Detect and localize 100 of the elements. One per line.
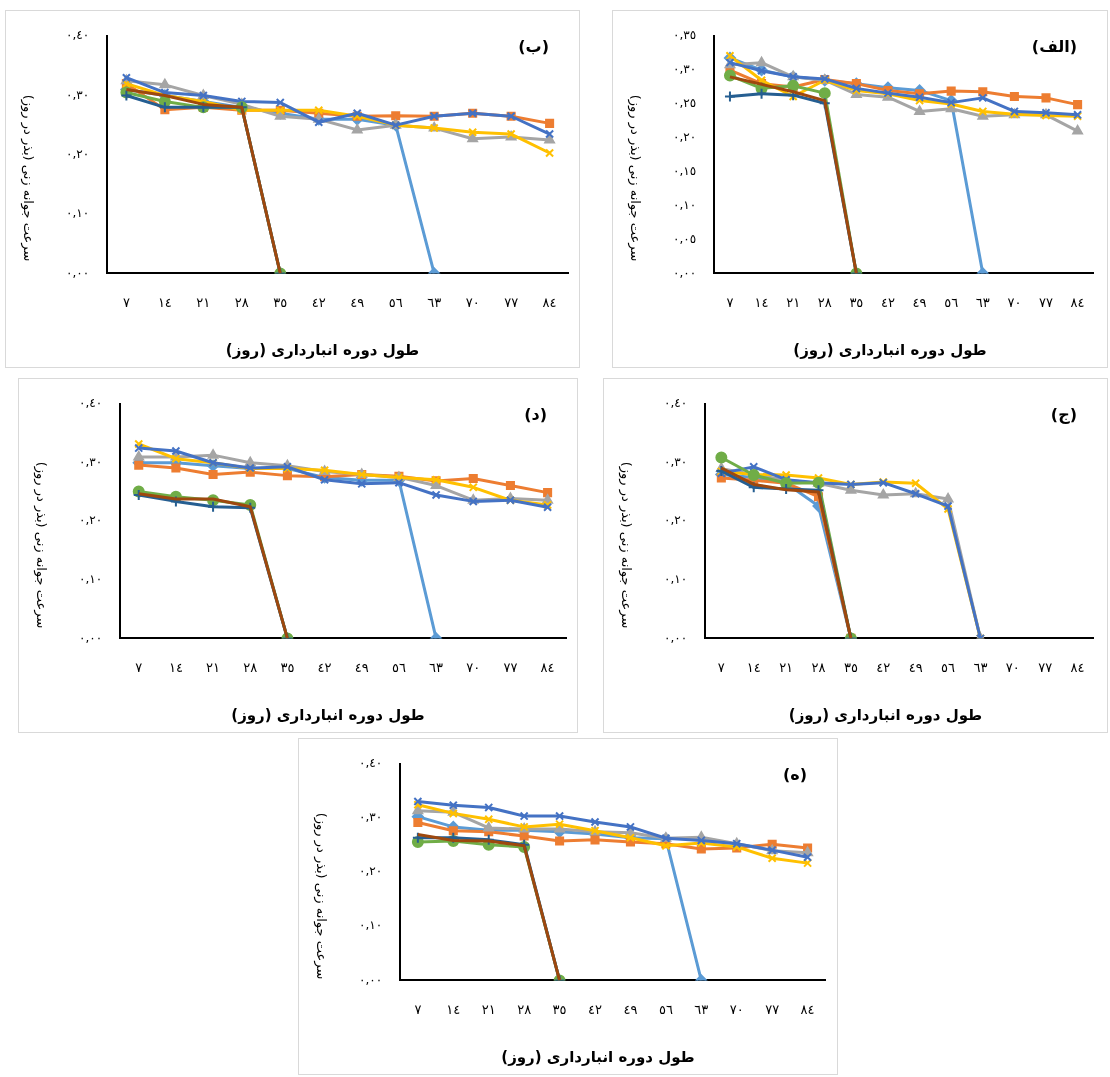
x-tick-label: ٤٩ — [623, 1001, 638, 1017]
y-tick-label: ٠,٢٠ — [78, 513, 103, 528]
y-tick-label: ٠,٤٠ — [78, 396, 103, 411]
y-axis-title: سرعت جوانه زنی (بذر در روز) — [20, 94, 36, 262]
y-tick-label: ٠,٤٠ — [663, 396, 688, 411]
y-tick-label: ٠,١٥ — [672, 163, 697, 178]
x-tick-label: ٥٦ — [391, 659, 406, 675]
x-tick-label: ٧٠ — [1007, 294, 1022, 310]
x-tick-label: ٤٢ — [880, 294, 895, 310]
x-tick-label: ٥٦ — [388, 294, 403, 310]
x-tick-label: ٦٣ — [973, 659, 988, 675]
x-tick-label: ٨٤ — [1070, 294, 1085, 310]
y-tick-label: ٠,٢٥ — [672, 96, 697, 111]
y-tick-label: ٠,٢٠ — [358, 864, 383, 879]
x-tick-label: ٢١ — [196, 294, 211, 310]
y-tick-label: ٠,٠٠ — [78, 630, 103, 645]
x-tick-label: ٢٨ — [243, 659, 258, 675]
x-tick-label: ٢١ — [481, 1001, 496, 1017]
x-tick-label: ٧٠ — [465, 294, 480, 310]
x-tick-label: ٨٤ — [542, 294, 557, 310]
x-tick-label: ٦٣ — [427, 294, 442, 310]
x-tick-label: ٣٥ — [273, 294, 288, 310]
x-tick-label: ٨٤ — [800, 1001, 815, 1017]
y-tick-label: ٠,١٠ — [672, 197, 697, 212]
chart-title: (د) — [524, 405, 547, 424]
x-tick-label: ٧٧ — [1039, 294, 1053, 310]
y-axis-title: سرعت جوانه زنی (بذر در روز) — [313, 812, 329, 979]
x-tick-label: ١٤ — [754, 294, 769, 310]
x-axis-title: طول دوره انبارداری (روز) — [500, 1048, 696, 1066]
chart-title: (ب) — [518, 37, 549, 56]
x-tick-label: ٤٢ — [311, 294, 326, 310]
x-tick-label: ٥٦ — [658, 1001, 673, 1017]
x-tick-label: ٢١ — [779, 659, 794, 675]
y-tick-label: ٠,٠٠ — [663, 630, 688, 645]
x-tick-label: ٧٧ — [503, 659, 518, 675]
x-axis-title: طول دوره انبارداری (روز) — [224, 341, 421, 359]
y-tick-label: ٠,٣٠ — [358, 810, 383, 825]
x-axis-title: طول دوره انبارداری (روز) — [792, 341, 988, 359]
x-tick-label: ٣٥ — [849, 294, 864, 310]
x-tick-label: ٦٣ — [694, 1001, 709, 1017]
y-tick-label: ٠,٣٠ — [65, 87, 90, 102]
y-tick-label: ٠,٠٥ — [672, 231, 697, 246]
y-tick-label: ٠,٣٠ — [672, 62, 697, 77]
y-tick-label: ٠,١٠ — [78, 571, 103, 586]
y-tick-label: ٠,٤٠ — [65, 28, 90, 43]
y-tick-label: ٠,٢٠ — [663, 513, 688, 528]
x-tick-label: ٣٥ — [843, 659, 858, 675]
x-tick-label: ٤٩ — [912, 294, 927, 310]
x-tick-label: ٣٥ — [552, 1001, 567, 1017]
y-tick-label: ٠,١٠ — [358, 918, 383, 933]
x-tick-label: ١٤ — [446, 1001, 461, 1017]
x-tick-label: ٧ — [122, 294, 130, 310]
y-axis-title: سرعت جوانه زنی (بذر در روز) — [618, 461, 634, 628]
x-tick-label: ٨٤ — [1070, 659, 1085, 675]
x-tick-label: ٢٨ — [811, 659, 826, 675]
y-axis-title: سرعت جوانه زنی (بذر در روز) — [33, 461, 49, 628]
y-tick-label: ٠,٠٠ — [672, 265, 697, 280]
x-tick-label: ٢١ — [786, 294, 801, 310]
y-axis-title: سرعت جوانه زنی (بذر در روز) — [627, 94, 643, 262]
y-tick-label: ٠,٤٠ — [358, 756, 383, 771]
x-tick-label: ٦٣ — [975, 294, 990, 310]
x-tick-label: ٥٦ — [941, 659, 956, 675]
x-tick-label: ٧٠ — [466, 659, 481, 675]
x-tick-label: ٤٩ — [908, 659, 923, 675]
x-tick-label: ٧ — [414, 1001, 422, 1017]
x-tick-label: ٦٣ — [429, 659, 444, 675]
y-tick-label: ٠,٣٥ — [672, 28, 697, 43]
y-tick-label: ٠,٠٠ — [358, 972, 383, 987]
chart-title: (ه) — [782, 765, 807, 784]
x-tick-label: ٢٨ — [817, 294, 832, 310]
y-tick-label: ٠,٠٠ — [65, 265, 90, 280]
x-tick-label: ٧٠ — [729, 1001, 744, 1017]
x-axis-title: طول دوره انبارداری (روز) — [787, 706, 984, 724]
x-axis-title: طول دوره انبارداری (روز) — [230, 706, 426, 724]
x-tick-label: ٧ — [717, 659, 725, 675]
x-tick-label: ٧٠ — [1005, 659, 1020, 675]
x-tick-label: ٥٦ — [944, 294, 959, 310]
y-tick-label: ٠,٢٠ — [672, 129, 697, 144]
x-tick-label: ٧٧ — [765, 1001, 780, 1017]
x-tick-label: ٧ — [135, 659, 143, 675]
x-tick-label: ٧٧ — [1038, 659, 1053, 675]
x-tick-label: ٤٢ — [317, 659, 332, 675]
y-tick-label: ٠,٣٠ — [78, 454, 103, 469]
x-tick-label: ٤٩ — [350, 294, 365, 310]
x-tick-label: ١٤ — [157, 294, 172, 310]
y-tick-label: ٠,٢٠ — [65, 146, 90, 161]
y-tick-label: ٠,١٠ — [65, 206, 90, 221]
x-tick-label: ١٤ — [168, 659, 183, 675]
x-tick-label: ٤٩ — [354, 659, 369, 675]
y-tick-label: ٠,٣٠ — [663, 454, 688, 469]
x-tick-label: ٢٨ — [517, 1001, 532, 1017]
y-tick-label: ٠,١٠ — [663, 571, 688, 586]
chart-title: (الف) — [1031, 37, 1077, 56]
x-tick-label: ٤٢ — [876, 659, 891, 675]
chart-title: (ج) — [1050, 405, 1077, 424]
x-tick-label: ٢٨ — [234, 294, 249, 310]
x-tick-label: ٤٢ — [588, 1001, 603, 1017]
x-tick-label: ٨٤ — [540, 659, 555, 675]
x-tick-label: ١٤ — [746, 659, 761, 675]
x-tick-label: ٢١ — [206, 659, 221, 675]
